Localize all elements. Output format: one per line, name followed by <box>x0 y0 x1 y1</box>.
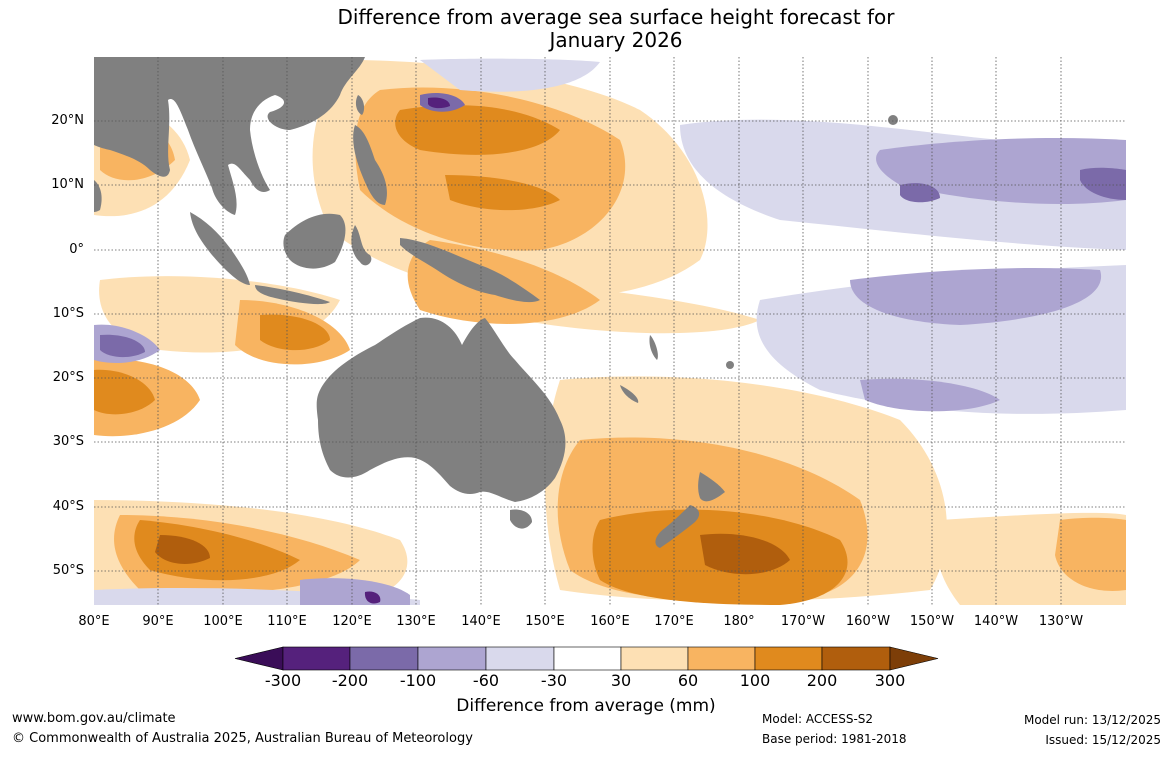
colorbar <box>234 646 939 671</box>
anomaly-band-200-300-southern-indian <box>155 535 210 564</box>
lat-label: 10°S <box>52 306 84 321</box>
land-vanuatu <box>649 335 658 360</box>
lon-label: 130°W <box>1038 614 1084 629</box>
map-title-line1: Difference from average sea surface heig… <box>337 5 895 29</box>
colorbar-title: Difference from average (mm) <box>456 696 716 716</box>
anomaly-band-100-200-madagascar-side <box>94 369 155 415</box>
anomaly-band-neg100-200-north-central <box>900 183 940 203</box>
lat-label: 30°S <box>52 434 84 449</box>
land-sumatra <box>190 212 250 285</box>
lon-label: 160°W <box>845 614 891 629</box>
lon-label: 180° <box>723 614 755 629</box>
land-tasmania <box>510 509 532 529</box>
anomaly-band-neg60-100-north-east <box>876 138 1126 205</box>
land-java <box>255 285 330 305</box>
anomaly-band-100-200-timor <box>260 314 330 351</box>
anomaly-band-neg100-200-west-indian <box>100 334 145 358</box>
colorbar-swatch <box>485 646 555 671</box>
footer-copyright: © Commonwealth of Australia 2025, Austra… <box>12 731 473 746</box>
lat-label: 0° <box>69 242 84 257</box>
anomaly-band-neg200-300-southern <box>364 591 381 604</box>
lon-label: 80°E <box>78 614 110 629</box>
footer-base-period: Base period: 1981-2018 <box>762 732 907 746</box>
lon-label: 150°E <box>525 614 565 629</box>
anomaly-band-neg100-200-north-east <box>1080 167 1126 200</box>
anomaly-band-60-100-east-pacific <box>1055 517 1126 591</box>
colorbar-swatch <box>687 646 756 671</box>
colorbar-swatch <box>821 646 891 671</box>
colorbar-extend-low <box>234 646 284 671</box>
land-asia <box>94 57 365 215</box>
colorbar-tick-label: -30 <box>540 671 568 690</box>
footer-model-run: Model run: 13/12/2025 <box>1023 713 1161 727</box>
colorbar-swatch <box>553 646 622 671</box>
anomaly-band-200-300-east-of-nz <box>700 533 790 575</box>
colorbar-swatch <box>620 646 689 671</box>
colorbar-swatch <box>282 646 351 671</box>
land-hawaii <box>888 115 898 125</box>
lon-label: 120°E <box>332 614 372 629</box>
land-fiji <box>726 361 734 369</box>
anomaly-band-100-200-north-pacific <box>395 105 560 155</box>
anomaly-band-neg60-100-southern <box>300 578 410 605</box>
anomaly-band-neg200-300-north-west <box>428 97 450 109</box>
lon-label: 100°E <box>203 614 243 629</box>
colorbar-tick-label: 30 <box>610 671 632 690</box>
colorbar-tick-label: 100 <box>739 671 771 690</box>
land-borneo <box>283 213 346 269</box>
lat-label: 40°S <box>52 499 84 514</box>
colorbar-tick-label: -60 <box>472 671 500 690</box>
lat-label: 20°S <box>52 370 84 385</box>
colorbar-swatch <box>754 646 823 671</box>
anomaly-band-neg60-100-south-pacific <box>850 268 1102 325</box>
colorbar-extend-high <box>889 646 939 671</box>
land-sulawesi <box>351 225 372 266</box>
colorbar-tick-label: 300 <box>874 671 906 690</box>
land-new-zealand-south <box>655 505 700 548</box>
land-layer <box>94 57 898 548</box>
lat-label: 20°N <box>51 113 84 128</box>
lat-label: 10°N <box>51 177 84 192</box>
anomaly-band-100-200-micronesia <box>445 175 560 211</box>
anomaly-band-neg60-100-south-central <box>860 378 1000 412</box>
map-title-line2: January 2026 <box>549 28 683 52</box>
lon-label: 170°E <box>654 614 694 629</box>
lon-label: 140°E <box>461 614 501 629</box>
land-taiwan <box>355 95 365 115</box>
anomaly-band-neg30-60-north-west <box>420 58 600 92</box>
lon-label: 170°W <box>780 614 826 629</box>
land-sri-lanka <box>94 180 102 212</box>
land-new-caledonia <box>620 385 639 403</box>
colorbar-swatch <box>349 646 419 671</box>
footer-website: www.bom.gov.au/climate <box>12 711 176 726</box>
land-new-guinea <box>400 238 540 303</box>
colorbar-tick-label: -100 <box>399 671 437 690</box>
footer-model: Model: ACCESS-S2 <box>762 712 874 726</box>
colorbar-swatch <box>417 646 487 671</box>
land-australia <box>316 317 566 502</box>
graticule <box>94 57 1126 605</box>
land-new-zealand-north <box>698 472 725 502</box>
lon-label: 150°W <box>909 614 955 629</box>
lat-label: 50°S <box>52 563 84 578</box>
lon-label: 90°E <box>142 614 174 629</box>
lon-label: 140°W <box>973 614 1019 629</box>
map-area <box>94 57 1126 605</box>
colorbar-tick-label: -300 <box>264 671 302 690</box>
lon-label: 160°E <box>590 614 630 629</box>
colorbar-tick-label: 60 <box>677 671 699 690</box>
footer-issued: Issued: 15/12/2025 <box>1045 733 1161 747</box>
lon-label: 130°E <box>396 614 436 629</box>
lon-label: 110°E <box>267 614 307 629</box>
colorbar-tick-label: -200 <box>331 671 369 690</box>
colorbar-tick-label: 200 <box>806 671 838 690</box>
anomaly-band-100-200-southern-indian <box>134 520 300 581</box>
